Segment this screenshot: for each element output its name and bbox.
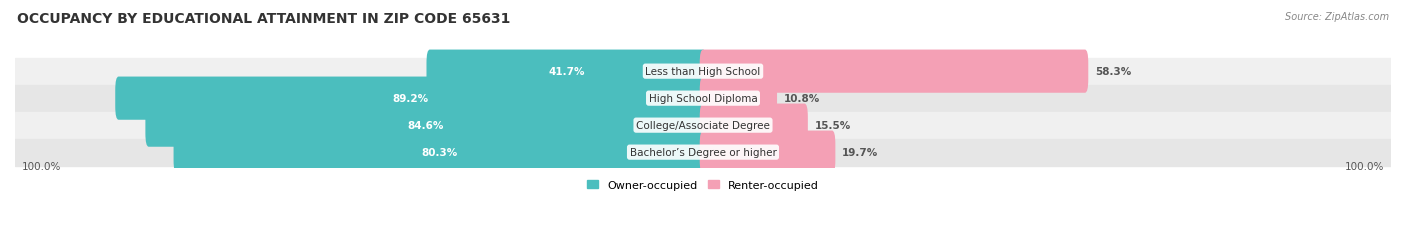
FancyBboxPatch shape (700, 104, 808, 147)
FancyBboxPatch shape (426, 50, 706, 93)
FancyBboxPatch shape (700, 50, 1088, 93)
Text: 10.8%: 10.8% (783, 94, 820, 104)
Bar (15, 112, 1391, 139)
Text: High School Diploma: High School Diploma (648, 94, 758, 104)
Text: 58.3%: 58.3% (1095, 67, 1130, 77)
Legend: Owner-occupied, Renter-occupied: Owner-occupied, Renter-occupied (586, 180, 820, 190)
Bar (15, 139, 1391, 166)
Text: OCCUPANCY BY EDUCATIONAL ATTAINMENT IN ZIP CODE 65631: OCCUPANCY BY EDUCATIONAL ATTAINMENT IN Z… (17, 12, 510, 25)
FancyBboxPatch shape (145, 104, 706, 147)
Bar (15, 58, 1391, 85)
Bar (15, 85, 1391, 112)
Text: College/Associate Degree: College/Associate Degree (636, 121, 770, 131)
Text: Less than High School: Less than High School (645, 67, 761, 77)
FancyBboxPatch shape (700, 131, 835, 174)
Text: Bachelor’s Degree or higher: Bachelor’s Degree or higher (630, 148, 776, 158)
Text: 100.0%: 100.0% (1346, 161, 1385, 171)
Text: 100.0%: 100.0% (21, 161, 60, 171)
Text: 19.7%: 19.7% (842, 148, 879, 158)
Text: 15.5%: 15.5% (814, 121, 851, 131)
Text: Source: ZipAtlas.com: Source: ZipAtlas.com (1285, 12, 1389, 21)
Text: 41.7%: 41.7% (548, 67, 585, 77)
FancyBboxPatch shape (173, 131, 706, 174)
Text: 80.3%: 80.3% (422, 148, 458, 158)
FancyBboxPatch shape (115, 77, 706, 120)
FancyBboxPatch shape (700, 77, 778, 120)
Text: 89.2%: 89.2% (392, 94, 429, 104)
Text: 84.6%: 84.6% (408, 121, 444, 131)
